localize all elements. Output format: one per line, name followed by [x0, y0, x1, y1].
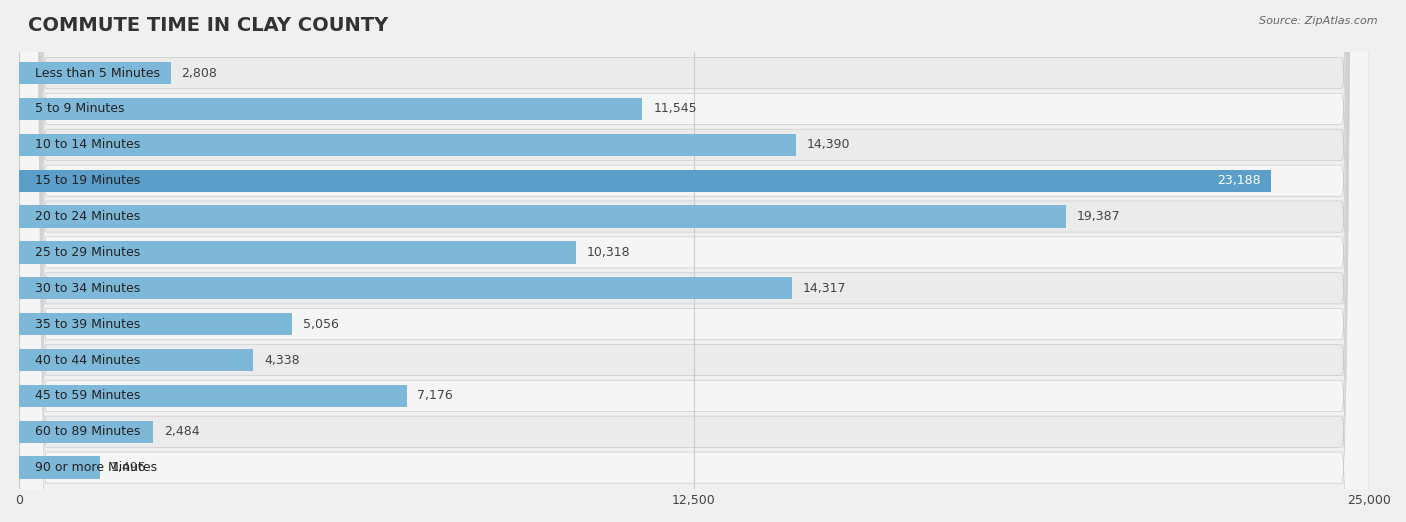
- Text: 14,390: 14,390: [807, 138, 851, 151]
- Text: 2,808: 2,808: [181, 67, 218, 79]
- Text: 1,496: 1,496: [111, 461, 146, 474]
- FancyBboxPatch shape: [20, 0, 1369, 522]
- Bar: [20, 385, 406, 407]
- Bar: [20, 93, 1369, 124]
- Bar: [20, 273, 1369, 303]
- Text: 90 or more Minutes: 90 or more Minutes: [35, 461, 157, 474]
- Text: 4,338: 4,338: [264, 353, 299, 366]
- Bar: [20, 457, 100, 479]
- Text: 20 to 24 Minutes: 20 to 24 Minutes: [35, 210, 141, 223]
- Bar: [20, 62, 170, 84]
- Bar: [20, 277, 792, 300]
- Text: Source: ZipAtlas.com: Source: ZipAtlas.com: [1260, 16, 1378, 26]
- Text: 11,545: 11,545: [654, 102, 697, 115]
- Bar: [20, 241, 576, 264]
- Bar: [20, 453, 1369, 483]
- Text: 15 to 19 Minutes: 15 to 19 Minutes: [35, 174, 141, 187]
- Text: Less than 5 Minutes: Less than 5 Minutes: [35, 67, 160, 79]
- Bar: [20, 206, 1066, 228]
- Text: 14,317: 14,317: [803, 282, 846, 295]
- FancyBboxPatch shape: [20, 0, 1369, 522]
- Bar: [20, 349, 253, 371]
- Bar: [20, 134, 796, 156]
- Bar: [20, 309, 1369, 339]
- Text: 5,056: 5,056: [302, 318, 339, 330]
- FancyBboxPatch shape: [20, 0, 1369, 522]
- Text: 10,318: 10,318: [586, 246, 631, 259]
- Bar: [20, 98, 643, 120]
- Bar: [20, 237, 1369, 268]
- Bar: [20, 165, 1369, 196]
- Text: 35 to 39 Minutes: 35 to 39 Minutes: [35, 318, 141, 330]
- Text: 45 to 59 Minutes: 45 to 59 Minutes: [35, 389, 141, 402]
- FancyBboxPatch shape: [20, 0, 1369, 522]
- Text: 19,387: 19,387: [1077, 210, 1121, 223]
- Text: 5 to 9 Minutes: 5 to 9 Minutes: [35, 102, 125, 115]
- Text: 23,188: 23,188: [1216, 174, 1260, 187]
- FancyBboxPatch shape: [20, 0, 1369, 522]
- FancyBboxPatch shape: [20, 0, 1369, 522]
- Text: COMMUTE TIME IN CLAY COUNTY: COMMUTE TIME IN CLAY COUNTY: [28, 16, 388, 34]
- Bar: [20, 345, 1369, 375]
- Text: 40 to 44 Minutes: 40 to 44 Minutes: [35, 353, 141, 366]
- Text: 25 to 29 Minutes: 25 to 29 Minutes: [35, 246, 141, 259]
- FancyBboxPatch shape: [20, 0, 1369, 522]
- Text: 2,484: 2,484: [165, 425, 200, 438]
- Bar: [20, 58, 1369, 88]
- Bar: [20, 313, 292, 335]
- FancyBboxPatch shape: [20, 0, 1369, 522]
- Text: 30 to 34 Minutes: 30 to 34 Minutes: [35, 282, 141, 295]
- Bar: [20, 129, 1369, 160]
- Text: 7,176: 7,176: [418, 389, 453, 402]
- FancyBboxPatch shape: [20, 0, 1369, 522]
- FancyBboxPatch shape: [20, 0, 1369, 522]
- Text: 60 to 89 Minutes: 60 to 89 Minutes: [35, 425, 141, 438]
- Bar: [20, 170, 1271, 192]
- Bar: [20, 417, 1369, 447]
- Text: 10 to 14 Minutes: 10 to 14 Minutes: [35, 138, 141, 151]
- Bar: [20, 381, 1369, 411]
- Bar: [20, 201, 1369, 232]
- FancyBboxPatch shape: [20, 0, 1369, 522]
- FancyBboxPatch shape: [20, 0, 1369, 522]
- Bar: [20, 421, 153, 443]
